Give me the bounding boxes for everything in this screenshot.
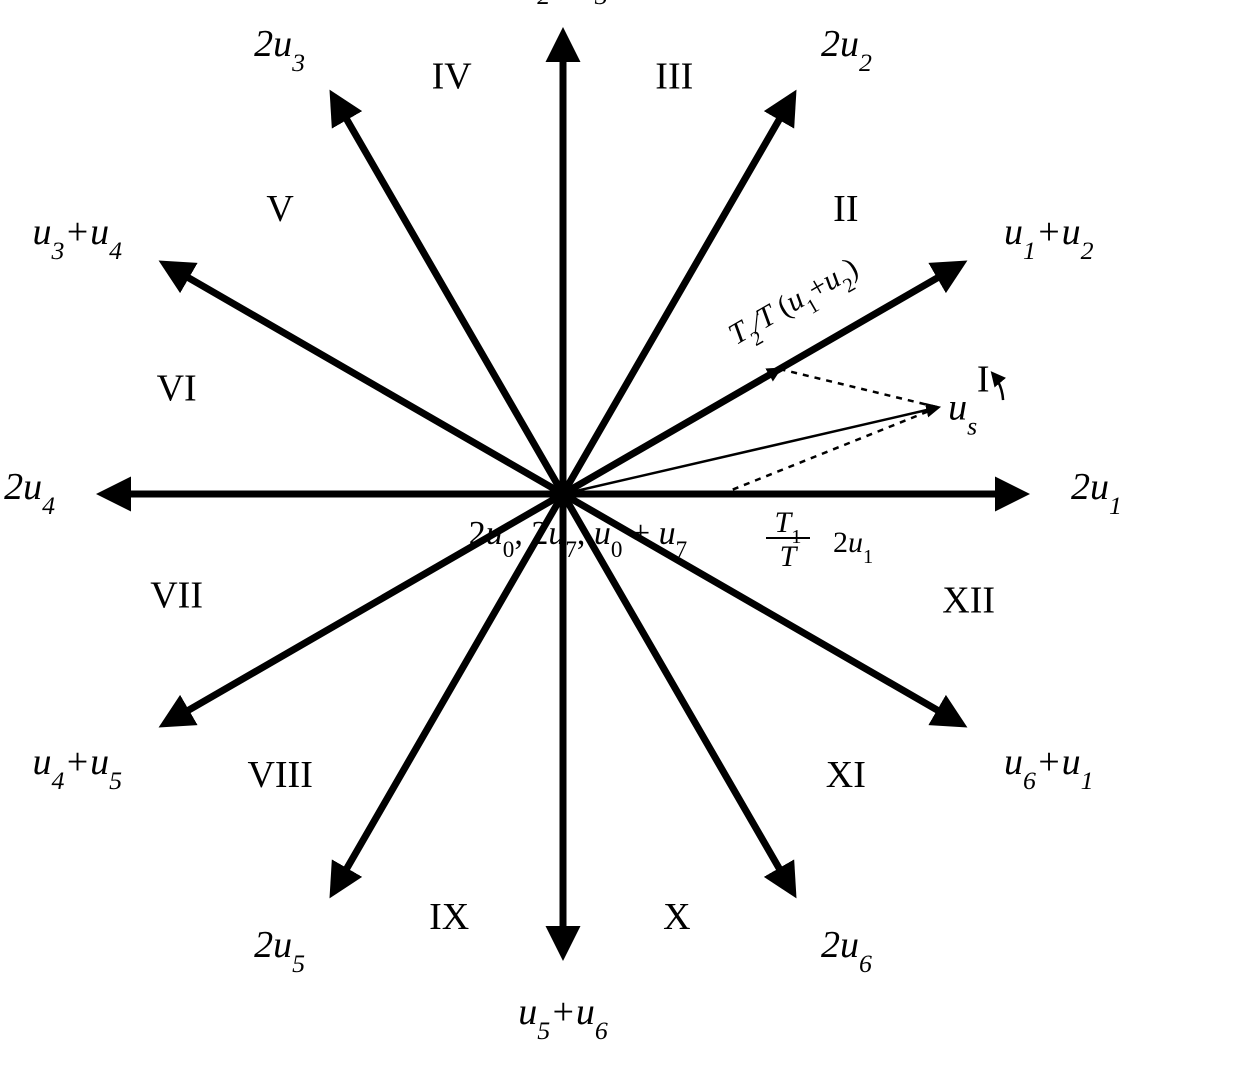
main-vector-label: 2u5 xyxy=(254,924,305,978)
main-vector xyxy=(563,96,793,494)
main-vector-label: 2u4 xyxy=(4,466,55,520)
main-vector-label: u4+u5 xyxy=(32,741,122,795)
main-vector xyxy=(165,264,563,494)
ref-comp1-label: T2∕T (u1+u2) xyxy=(723,251,868,359)
svpwm-vector-diagram: 2u1 u1+u2 2u2 u2+u3 2u3 u3+u4 2u4 u4+u5 2u5 u5+u6… xyxy=(0,0,1240,1089)
ref-comp2-vec: 2u1 xyxy=(833,526,873,568)
main-vector-label: u5+u6 xyxy=(518,991,608,1045)
main-vector xyxy=(333,494,563,892)
us-label: us xyxy=(948,386,977,440)
sector-label: VII xyxy=(150,575,203,617)
reference-vector-us xyxy=(563,407,938,494)
main-vector xyxy=(165,494,563,724)
main-vector-label: u6+u1 xyxy=(1004,741,1094,795)
sector-label: II xyxy=(833,188,858,230)
sector-label: VI xyxy=(157,367,197,409)
main-vector-label: 2u1 xyxy=(1071,466,1122,520)
center-label-group: 2u0, 2u7, u0 + u7 xyxy=(469,515,687,563)
main-vector-label: u1+u2 xyxy=(1004,211,1094,265)
rotation-arc xyxy=(993,373,1003,400)
sector-label: IV xyxy=(432,56,473,98)
sector-label: XII xyxy=(942,580,995,622)
sector-label: X xyxy=(663,896,690,938)
main-vector-label: u2+u3 xyxy=(518,0,608,10)
sector-label: V xyxy=(266,188,294,230)
ref-dotted-edge xyxy=(780,369,939,407)
main-vector-label: 2u3 xyxy=(254,23,305,77)
sector-label: IX xyxy=(429,896,469,938)
sector-label: VIII xyxy=(247,754,312,796)
main-vector-label: u3+u4 xyxy=(32,211,122,265)
sector-label: XI xyxy=(826,754,866,796)
main-vector xyxy=(333,96,563,494)
center-zero-vector-label: 2u0, 2u7, u0 + u7 xyxy=(469,515,687,563)
ref-comp2-frac-den: T xyxy=(780,540,799,573)
sector-label: I xyxy=(977,358,990,400)
sector-label: III xyxy=(655,56,693,98)
main-vector-label: 2u2 xyxy=(821,23,872,77)
main-vector-label: 2u6 xyxy=(821,924,872,978)
